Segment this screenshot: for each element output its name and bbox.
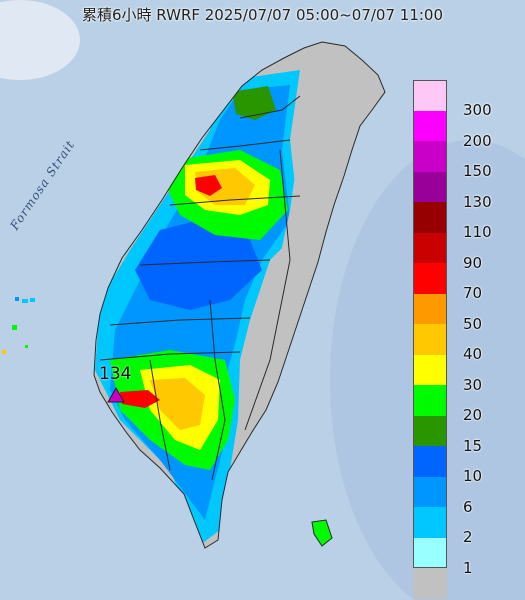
county-boundaries bbox=[93, 41, 386, 549]
legend-row: 40 bbox=[413, 324, 517, 363]
legend-swatch bbox=[413, 202, 447, 233]
legend-swatch bbox=[413, 507, 447, 538]
legend-label: 6 bbox=[463, 497, 473, 516]
legend-swatch bbox=[413, 171, 447, 202]
legend-label: 10 bbox=[463, 467, 483, 485]
legend-swatch bbox=[413, 110, 447, 141]
legend-row: 110 bbox=[413, 202, 517, 241]
penghu-islands bbox=[2, 297, 35, 354]
legend-swatch bbox=[413, 324, 447, 355]
legend-row: 70 bbox=[413, 263, 517, 302]
legend-swatch bbox=[413, 232, 447, 263]
legend-swatch bbox=[413, 385, 447, 416]
legend-label: 40 bbox=[463, 345, 483, 363]
legend-label: 110 bbox=[463, 223, 492, 241]
china-coast-haze bbox=[0, 0, 80, 80]
green-island bbox=[311, 519, 333, 547]
legend-label: 130 bbox=[463, 192, 492, 211]
legend-swatch bbox=[413, 263, 447, 294]
legend-label: 300 bbox=[463, 101, 492, 119]
legend-row: 90 bbox=[413, 232, 517, 272]
legend-swatch bbox=[413, 415, 447, 446]
legend-row: 150 bbox=[413, 141, 517, 180]
rain-dark-blue-zone bbox=[135, 220, 262, 310]
rain-orange-zone-south bbox=[150, 378, 205, 430]
legend-swatch bbox=[413, 354, 447, 385]
legend-label: 90 bbox=[463, 253, 483, 272]
legend-row: 30 bbox=[413, 354, 517, 394]
legend-row: 20 bbox=[413, 385, 517, 424]
legend-label: 30 bbox=[463, 375, 483, 394]
legend-row: 2 bbox=[413, 507, 517, 546]
legend-swatch bbox=[413, 80, 447, 111]
legend-label: 70 bbox=[463, 284, 483, 302]
legend-swatch bbox=[413, 141, 447, 172]
legend-swatch bbox=[413, 476, 447, 507]
legend-swatch bbox=[413, 446, 447, 477]
rain-green-zone-taipei bbox=[232, 86, 276, 120]
legend-row: 15 bbox=[413, 415, 517, 455]
legend-swatch bbox=[413, 537, 447, 568]
legend-row: 200 bbox=[413, 110, 517, 150]
rain-red-core-south bbox=[120, 390, 160, 408]
legend-swatch bbox=[413, 568, 447, 599]
legend-row: 50 bbox=[413, 293, 517, 333]
rainfall-legend: 300 200 150 130 110 90 70 50 40 30 20 15 10 6 2 1 bbox=[413, 80, 517, 599]
legend-row: 1 bbox=[413, 537, 517, 577]
legend-label: 20 bbox=[463, 406, 483, 424]
legend-label: 2 bbox=[463, 528, 473, 546]
legend-label: 200 bbox=[463, 131, 492, 150]
legend-row: 300 bbox=[413, 80, 517, 119]
legend-label: 150 bbox=[463, 162, 492, 180]
legend-row: 10 bbox=[413, 446, 517, 485]
rain-red-core-north bbox=[195, 175, 222, 196]
legend-swatch bbox=[413, 293, 447, 324]
legend-label: 15 bbox=[463, 436, 483, 455]
map-title: 累積6小時 RWRF 2025/07/07 05:00~07/07 11:00 bbox=[81, 6, 444, 24]
legend-row: 6 bbox=[413, 476, 517, 516]
legend-row bbox=[413, 568, 517, 599]
legend-label: 1 bbox=[463, 558, 473, 577]
max-rain-value: 134 bbox=[99, 364, 132, 384]
legend-label: 50 bbox=[463, 314, 483, 333]
legend-row: 130 bbox=[413, 171, 517, 211]
max-rain-marker-icon bbox=[107, 386, 125, 403]
